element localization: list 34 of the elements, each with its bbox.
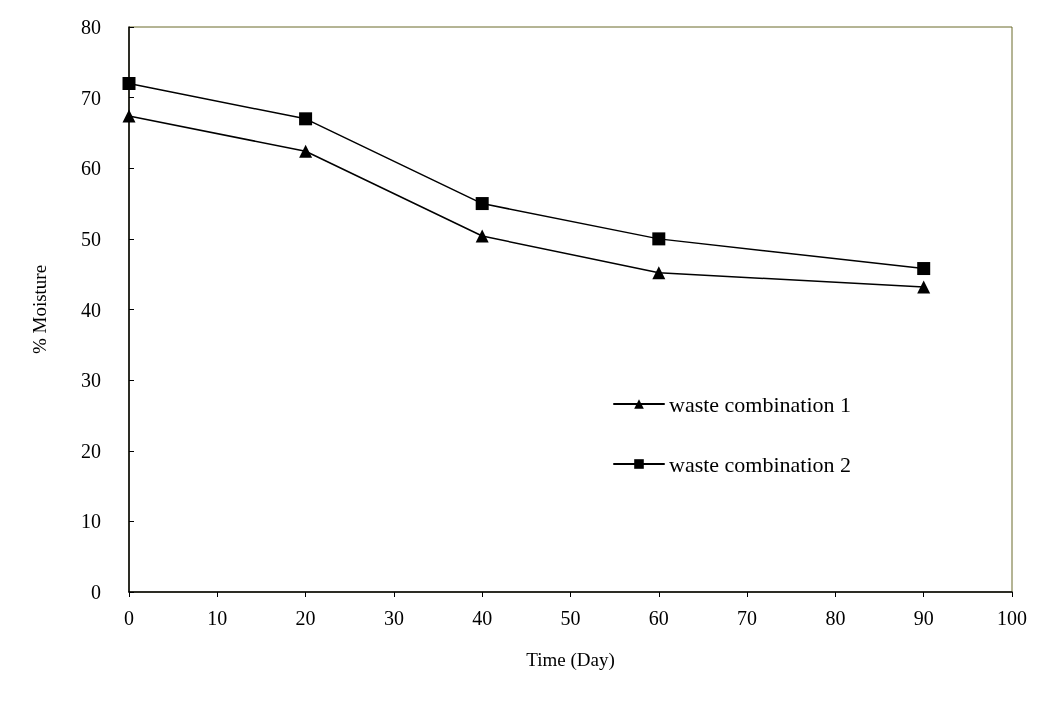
x-tick-label: 50 — [560, 607, 581, 629]
point — [122, 77, 136, 90]
x-tick-label: 20 — [295, 607, 316, 629]
legend-label: waste combination 2 — [669, 451, 852, 477]
point — [917, 280, 931, 294]
point — [122, 109, 136, 123]
y-tick-label: 40 — [81, 298, 101, 321]
x-tick-label: 30 — [383, 607, 404, 629]
point — [299, 144, 313, 158]
x-axis-title: Time (Day) — [526, 649, 615, 671]
x-tick-label: 100 — [997, 607, 1027, 629]
y-tick-label: 30 — [81, 369, 101, 392]
y-tick-label: 80 — [81, 16, 101, 38]
y-tick-label: 70 — [81, 86, 101, 109]
y-tick-label: 0 — [91, 581, 101, 603]
point — [652, 266, 666, 280]
x-tick-label: 40 — [472, 607, 493, 629]
y-tick-label: 50 — [81, 227, 101, 250]
point — [652, 232, 666, 246]
y-tick-label: 60 — [81, 157, 101, 180]
x-tick-label: 80 — [825, 607, 846, 629]
x-tick-label: 70 — [737, 607, 758, 629]
y-tick-label: 10 — [81, 510, 101, 533]
point — [475, 229, 489, 243]
y-axis-title: % Moisture — [29, 264, 50, 355]
x-tick-label: 60 — [648, 607, 669, 629]
y-tick-label: 20 — [81, 439, 101, 462]
point — [475, 197, 489, 211]
legend-label: waste combination 1 — [669, 391, 852, 417]
x-tick-label: 10 — [207, 607, 228, 629]
point — [299, 112, 313, 126]
x-tick-label: 90 — [913, 607, 934, 629]
point — [917, 262, 931, 276]
x-tick-label: 0 — [124, 607, 134, 629]
